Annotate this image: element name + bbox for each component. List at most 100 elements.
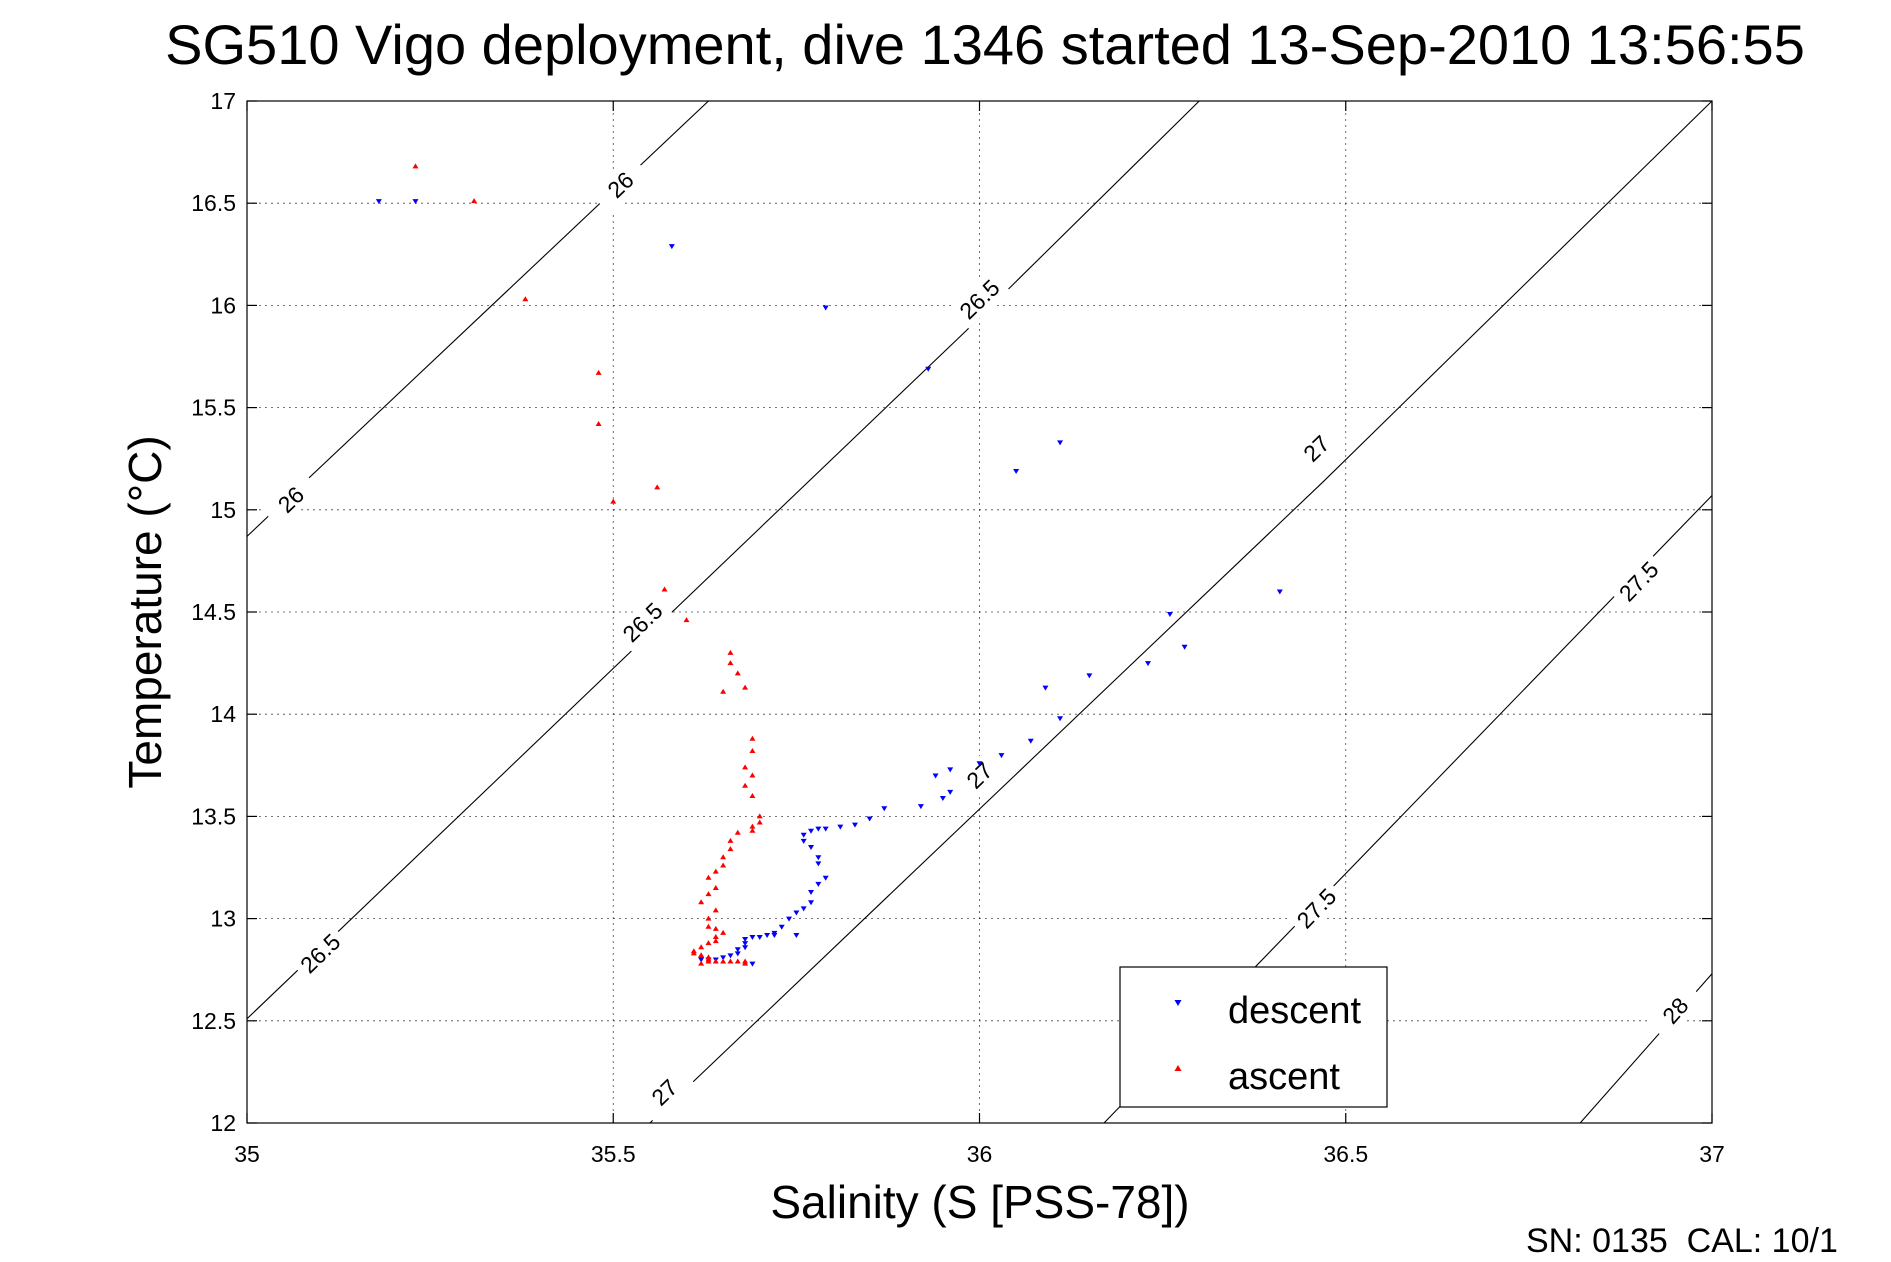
ascent-point: [661, 586, 668, 592]
ascent-point: [749, 772, 756, 778]
legend: descent ascent: [1119, 966, 1388, 1108]
ascent-point: [712, 938, 719, 944]
contour-label-background: [260, 470, 321, 529]
ascent-point: [749, 735, 756, 741]
y-tick-label: 12.5: [191, 1008, 236, 1034]
ascent-point: [720, 688, 727, 694]
descent-point: [786, 916, 793, 922]
contour-label-background: [612, 592, 673, 652]
descent-point: [734, 951, 741, 957]
ascent-point: [712, 925, 719, 931]
data-series: [375, 163, 1283, 967]
descent-point: [668, 244, 675, 250]
descent-point: [764, 932, 771, 938]
descent-point: [866, 816, 873, 822]
descent-point: [749, 961, 756, 967]
descent-point: [947, 767, 954, 773]
descent-point: [917, 804, 924, 810]
ascent-point: [595, 369, 602, 375]
ascent-point: [734, 829, 741, 835]
contour-label-background: [1609, 551, 1669, 612]
ascent-point: [705, 891, 712, 897]
descent-point: [815, 861, 822, 867]
descent-point: [1276, 589, 1283, 595]
x-tick-label: 36.5: [1323, 1141, 1368, 1167]
ascent-point: [610, 498, 617, 504]
ascent-point: [742, 684, 749, 690]
ascent-point: [727, 837, 734, 843]
x-axis-label: Salinity (S [PSS-78]): [770, 1176, 1189, 1228]
legend-box: [1119, 966, 1388, 1108]
ascent-point: [749, 823, 756, 829]
ascent-point: [734, 670, 741, 676]
descent-point: [947, 789, 954, 795]
ascent-point: [522, 296, 529, 302]
series-ascent: [412, 163, 763, 966]
descent-point: [749, 934, 756, 940]
ascent-point: [720, 854, 727, 860]
ascent-point: [705, 915, 712, 921]
ascent-point: [654, 484, 661, 490]
ascent-point: [705, 954, 712, 960]
descent-point: [939, 796, 946, 802]
ascent-point: [698, 960, 705, 966]
ascent-point: [712, 907, 719, 913]
y-tick-label: 14.5: [191, 599, 236, 625]
ascent-point: [705, 940, 712, 946]
descent-point: [1013, 468, 1020, 474]
y-tick-label: 14: [210, 701, 236, 727]
descent-point: [881, 806, 888, 812]
x-tick-label: 35.5: [591, 1141, 636, 1167]
y-tick-label: 12: [210, 1110, 236, 1136]
ascent-point: [727, 958, 734, 964]
ascent-point: [720, 862, 727, 868]
legend-ascent-label: ascent: [1228, 1056, 1340, 1098]
ascent-point: [756, 813, 763, 819]
descent-point: [837, 824, 844, 830]
ascent-point: [727, 660, 734, 666]
ascent-point: [705, 874, 712, 880]
descent-point: [808, 845, 815, 851]
contour-label-background: [290, 923, 351, 983]
descent-point: [808, 900, 815, 906]
y-tick-label: 15: [210, 497, 236, 523]
ascent-point: [712, 884, 719, 890]
descent-point: [851, 822, 858, 828]
y-tick-label: 17: [210, 88, 236, 114]
ascent-point: [412, 163, 419, 169]
ascent-point: [595, 420, 602, 426]
descent-point: [1166, 612, 1173, 618]
legend-descent-marker: [1174, 1000, 1182, 1006]
descent-point: [1086, 673, 1093, 679]
descent-point: [808, 890, 815, 896]
ascent-point: [742, 782, 749, 788]
contour-label-background: [590, 155, 651, 215]
ascent-point: [683, 617, 690, 623]
descent-point: [976, 761, 983, 767]
descent-point: [815, 881, 822, 887]
contour-label-background: [1286, 878, 1346, 939]
ascent-point: [690, 950, 697, 956]
ascent-point: [698, 944, 705, 950]
contour-label-background: [1646, 980, 1705, 1041]
axis-ticks: 35 35.5 36 36.5 37 12 12.5 13 13.5 14 14.5 15 15.5 16…: [191, 88, 1725, 1167]
ascent-point: [705, 923, 712, 929]
ascent-point: [698, 952, 705, 958]
y-tick-label: 15.5: [191, 395, 236, 421]
descent-point: [1181, 644, 1188, 650]
descent-point: [720, 955, 727, 961]
descent-point: [778, 924, 785, 930]
ascent-point: [742, 958, 749, 964]
descent-point: [727, 953, 734, 959]
legend-ascent-marker: [1174, 1065, 1182, 1071]
ascent-point: [749, 747, 756, 753]
descent-point: [1027, 738, 1034, 744]
ascent-point: [471, 198, 478, 204]
descent-point: [742, 937, 749, 943]
descent-point: [808, 828, 815, 834]
descent-point: [815, 826, 822, 832]
x-tick-label: 35: [234, 1141, 260, 1167]
legend-descent-label: descent: [1228, 990, 1362, 1032]
descent-point: [822, 826, 829, 832]
descent-point: [734, 947, 741, 953]
